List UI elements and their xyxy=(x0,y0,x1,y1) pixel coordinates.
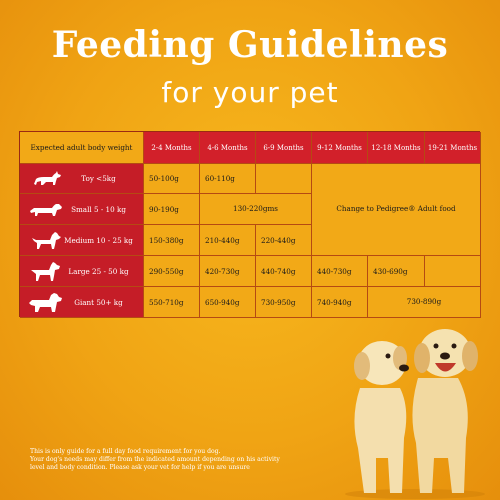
row-label-small: Small 5 - 10 kg xyxy=(20,194,144,225)
row-label-text: Toy <5kg xyxy=(81,174,116,183)
row-label-text: Large 25 - 50 kg xyxy=(68,266,129,276)
table-cell: 730-950g xyxy=(256,287,312,318)
table-cell: 150-380g xyxy=(144,225,200,256)
table-cell xyxy=(256,164,312,194)
feeding-table: Expected adult body weight 2-4 Months 4-… xyxy=(19,131,481,318)
corner-label: Expected adult body weight xyxy=(20,132,144,164)
table-cell: 650-940g xyxy=(200,287,256,318)
table-cell: 210-440g xyxy=(200,225,256,256)
row-label-text: Medium 10 - 25 kg xyxy=(64,235,133,245)
column-header: 9-12 Months xyxy=(312,132,368,164)
row-label-text: Giant 50+ kg xyxy=(74,297,123,307)
table-cell: 740-940g xyxy=(312,287,368,318)
medium-dog-icon xyxy=(32,232,61,249)
row-label-giant: Giant 50+ kg xyxy=(20,287,144,318)
table-cell: 50-100g xyxy=(144,164,200,194)
page-title: Feeding Guidelines xyxy=(51,24,449,66)
column-header: 12-18 Months xyxy=(368,132,425,164)
small-dog-icon xyxy=(30,204,62,216)
column-header: 2-4 Months xyxy=(144,132,200,164)
row-label-medium: Medium 10 - 25 kg xyxy=(20,225,144,256)
page-subtitle: for your pet xyxy=(161,76,339,109)
table-cell: 440-730g xyxy=(312,256,368,287)
change-food-note: Change to Pedigree® Adult food xyxy=(312,164,481,256)
column-header: 6-9 Months xyxy=(256,132,312,164)
large-dog-icon xyxy=(31,262,60,281)
table-cell: 430-690g xyxy=(368,256,425,287)
row-label-toy: Toy <5kg xyxy=(20,164,144,194)
footer-line: level and body condition. Please ask you… xyxy=(30,464,250,472)
footer-line: Your dog's needs may differ from the ind… xyxy=(30,456,280,464)
footer-note: This is only guide for a full day food r… xyxy=(30,448,360,472)
table-cell: 60-110g xyxy=(200,164,256,194)
column-header: 19-21 Months xyxy=(425,132,481,164)
table-cell: 290-550g xyxy=(144,256,200,287)
table-cell: 440-740g xyxy=(256,256,312,287)
table-cell: 550-710g xyxy=(144,287,200,318)
toy-dog-icon xyxy=(34,171,61,185)
column-header: 4-6 Months xyxy=(200,132,256,164)
table-cell: 90-190g xyxy=(144,194,200,225)
table-cell xyxy=(425,256,481,287)
table-cell: 220-440g xyxy=(256,225,312,256)
row-label-large: Large 25 - 50 kg xyxy=(20,256,144,287)
row-label-text: Small 5 - 10 kg xyxy=(71,204,126,214)
giant-dog-icon xyxy=(29,293,62,312)
table-cell: 730-890g xyxy=(368,287,481,318)
table-cell: 130-220gms xyxy=(200,194,312,225)
table-cell: 420-730g xyxy=(200,256,256,287)
puppies-illustration xyxy=(345,329,485,499)
footer-line: This is only guide for a full day food r… xyxy=(30,448,221,455)
